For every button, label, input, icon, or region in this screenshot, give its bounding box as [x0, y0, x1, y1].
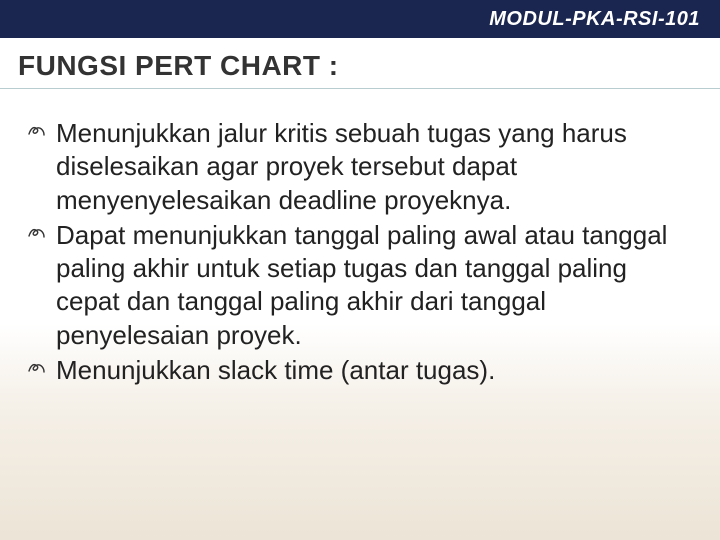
content-area: Menunjukkan jalur kritis sebuah tugas ya… — [0, 89, 720, 399]
list-item: Dapat menunjukkan tanggal paling awal at… — [28, 219, 692, 352]
page-title: FUNGSI PERT CHART : — [18, 50, 702, 82]
bullet-text: Menunjukkan slack time (antar tugas). — [56, 354, 495, 387]
bullet-text: Dapat menunjukkan tanggal paling awal at… — [56, 219, 692, 352]
list-item: Menunjukkan jalur kritis sebuah tugas ya… — [28, 117, 692, 217]
header-bar: MODUL-PKA-RSI-101 — [0, 0, 720, 38]
title-area: FUNGSI PERT CHART : — [0, 38, 720, 89]
scribble-bullet-icon — [28, 360, 50, 376]
list-item: Menunjukkan slack time (antar tugas). — [28, 354, 692, 387]
module-code: MODUL-PKA-RSI-101 — [489, 8, 700, 31]
bullet-text: Menunjukkan jalur kritis sebuah tugas ya… — [56, 117, 692, 217]
scribble-bullet-icon — [28, 225, 50, 241]
scribble-bullet-icon — [28, 123, 50, 139]
